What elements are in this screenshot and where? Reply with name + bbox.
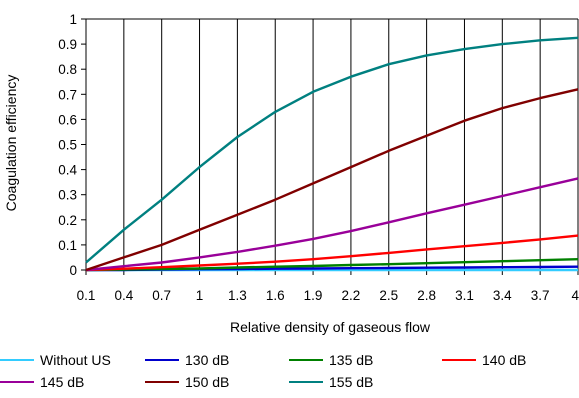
series-line-155-db <box>85 36 579 264</box>
y-tick-label: 0.8 <box>58 62 77 77</box>
legend-label: 130 dB <box>185 352 230 368</box>
y-tick-label: 0.9 <box>58 37 77 52</box>
x-tick-label: 1 <box>196 288 204 303</box>
x-tick-label: 3.4 <box>493 288 512 303</box>
y-tick-label: 0.5 <box>58 138 77 153</box>
legend-swatch <box>442 359 476 361</box>
x-tick-label: 4 <box>571 288 579 303</box>
y-tick-label: 0 <box>69 263 77 278</box>
legend-swatch <box>0 381 34 383</box>
legend-label: 135 dB <box>329 352 374 368</box>
legend-label: Without US <box>40 352 111 368</box>
x-tick-label: 0.7 <box>152 288 171 303</box>
x-tick-label: 2.8 <box>417 288 436 303</box>
legend-item-130-db: 130 dB <box>145 352 229 368</box>
x-tick-label: 0.1 <box>77 288 96 303</box>
legend-swatch <box>145 381 179 383</box>
y-tick-label: 1 <box>69 12 77 27</box>
x-tick-label: 2.2 <box>342 288 361 303</box>
x-tick-label: 1.3 <box>228 288 247 303</box>
x-tick-label: 3.7 <box>531 288 550 303</box>
series-line-150-db <box>85 88 579 272</box>
legend-label: 145 dB <box>40 374 85 390</box>
legend-swatch <box>145 359 179 361</box>
legend-item-without-us: Without US <box>0 352 111 368</box>
legend-item-145-db: 145 dB <box>0 374 84 390</box>
legend-swatch <box>289 381 323 383</box>
series-line-135-db <box>85 258 579 272</box>
legend-swatch <box>0 359 34 361</box>
y-tick-label: 0.4 <box>58 163 77 178</box>
x-tick-label: 1.9 <box>304 288 323 303</box>
legend: Without US 130 dB 135 dB 140 dB 145 dB 150 dB… <box>0 352 579 398</box>
legend-label: 140 dB <box>482 352 527 368</box>
x-tick-label: 2.5 <box>379 288 398 303</box>
legend-item-150-db: 150 dB <box>145 374 229 390</box>
x-tick-label: 1.6 <box>266 288 285 303</box>
legend-label: 150 dB <box>185 374 230 390</box>
y-axis-title: Coagulation efficiency <box>3 75 19 212</box>
x-axis-title: Relative density of gaseous flow <box>230 319 431 335</box>
legend-item-155-db: 155 dB <box>289 374 373 390</box>
legend-item-140-db: 140 dB <box>442 352 526 368</box>
series-line-140-db <box>85 234 579 272</box>
y-tick-label: 0.2 <box>58 213 77 228</box>
series-line-145-db <box>85 177 579 272</box>
plot-area <box>81 18 579 275</box>
legend-swatch <box>289 359 323 361</box>
y-tick-label: 0.1 <box>58 238 77 253</box>
y-tick-label: 0.7 <box>58 87 77 102</box>
x-tick-label: 0.4 <box>114 288 133 303</box>
legend-label: 155 dB <box>329 374 374 390</box>
legend-item-135-db: 135 dB <box>289 352 373 368</box>
x-tick-label: 3.1 <box>455 288 474 303</box>
y-tick-label: 0.3 <box>58 188 77 203</box>
y-tick-label: 0.6 <box>58 112 77 127</box>
